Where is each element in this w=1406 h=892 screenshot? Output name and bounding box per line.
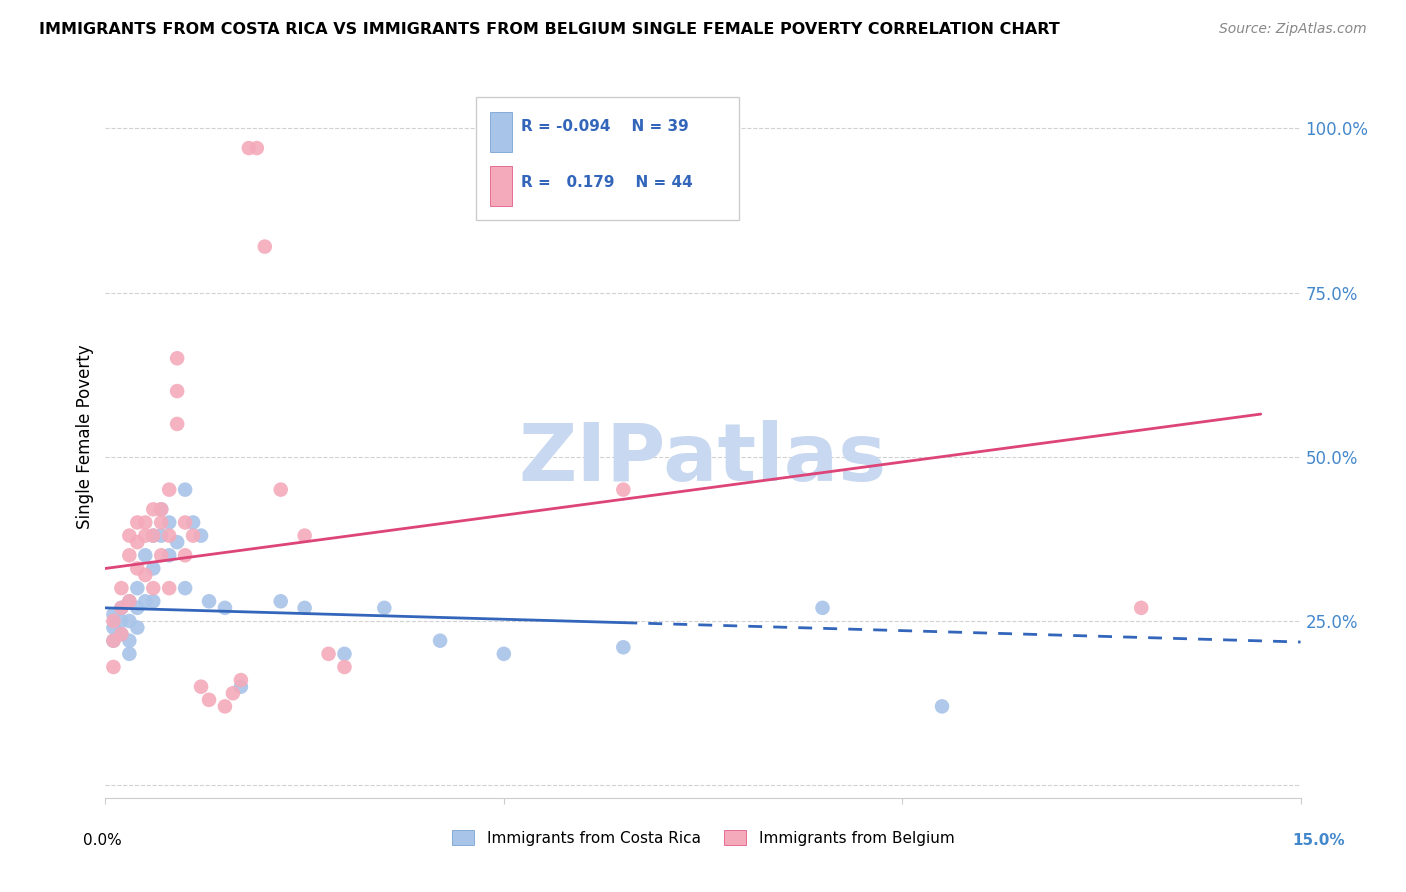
Point — [931, 699, 953, 714]
Point — [612, 640, 634, 655]
Text: IMMIGRANTS FROM COSTA RICA VS IMMIGRANTS FROM BELGIUM SINGLE FEMALE POVERTY CORR: IMMIGRANTS FROM COSTA RICA VS IMMIGRANTS… — [39, 22, 1060, 37]
Point — [270, 483, 292, 497]
Point — [110, 627, 132, 641]
Point — [103, 633, 125, 648]
Point — [174, 483, 197, 497]
Point — [157, 528, 180, 542]
Point — [1130, 600, 1153, 615]
Point — [157, 516, 180, 530]
Point — [118, 549, 141, 563]
FancyBboxPatch shape — [491, 112, 512, 152]
Point — [134, 568, 156, 582]
Point — [118, 528, 141, 542]
Point — [142, 502, 165, 516]
Text: R =   0.179    N = 44: R = 0.179 N = 44 — [522, 175, 693, 189]
Point — [127, 535, 149, 549]
Point — [190, 680, 212, 694]
Point — [127, 621, 149, 635]
Point — [127, 516, 149, 530]
Point — [190, 528, 212, 542]
Point — [110, 614, 132, 628]
Point — [166, 535, 188, 549]
Point — [174, 516, 197, 530]
Point — [181, 528, 204, 542]
Point — [150, 502, 173, 516]
Text: ZIPatlas: ZIPatlas — [519, 420, 887, 498]
Point — [118, 614, 141, 628]
Point — [429, 633, 451, 648]
Point — [134, 516, 156, 530]
Point — [246, 141, 269, 155]
Point — [166, 384, 188, 398]
Y-axis label: Single Female Poverty: Single Female Poverty — [76, 345, 94, 529]
Point — [110, 600, 132, 615]
Point — [103, 614, 125, 628]
Point — [166, 417, 188, 431]
Point — [103, 621, 125, 635]
Point — [110, 600, 132, 615]
Point — [214, 600, 236, 615]
Point — [157, 581, 180, 595]
Point — [118, 647, 141, 661]
Point — [103, 633, 125, 648]
Point — [150, 528, 173, 542]
Point — [270, 594, 292, 608]
Point — [198, 693, 221, 707]
Point — [110, 581, 132, 595]
Point — [229, 680, 252, 694]
Legend: Immigrants from Costa Rica, Immigrants from Belgium: Immigrants from Costa Rica, Immigrants f… — [446, 824, 960, 852]
Point — [150, 502, 173, 516]
Point — [142, 594, 165, 608]
Point — [222, 686, 245, 700]
Point — [174, 549, 197, 563]
Point — [174, 581, 197, 595]
Point — [373, 600, 395, 615]
Point — [103, 607, 125, 622]
Point — [612, 483, 634, 497]
Point — [142, 528, 165, 542]
Point — [157, 483, 180, 497]
Point — [142, 528, 165, 542]
Text: Source: ZipAtlas.com: Source: ZipAtlas.com — [1219, 22, 1367, 37]
Point — [333, 660, 356, 674]
FancyBboxPatch shape — [475, 97, 740, 220]
Point — [318, 647, 340, 661]
Point — [134, 594, 156, 608]
Point — [142, 561, 165, 575]
Point — [118, 633, 141, 648]
Point — [238, 141, 260, 155]
Point — [253, 239, 276, 253]
Point — [181, 516, 204, 530]
Point — [198, 594, 221, 608]
Text: R = -0.094    N = 39: R = -0.094 N = 39 — [522, 119, 689, 134]
Point — [134, 549, 156, 563]
Point — [134, 528, 156, 542]
Point — [127, 581, 149, 595]
Point — [103, 660, 125, 674]
Point — [333, 647, 356, 661]
Point — [127, 600, 149, 615]
Text: 15.0%: 15.0% — [1292, 833, 1346, 847]
Point — [811, 600, 834, 615]
Point — [294, 600, 316, 615]
Point — [166, 351, 188, 366]
Point — [150, 516, 173, 530]
Point — [118, 594, 141, 608]
Point — [142, 581, 165, 595]
FancyBboxPatch shape — [491, 166, 512, 206]
Point — [127, 561, 149, 575]
Point — [157, 549, 180, 563]
Point — [150, 549, 173, 563]
Text: 0.0%: 0.0% — [83, 833, 122, 847]
Point — [294, 528, 316, 542]
Point — [492, 647, 515, 661]
Point — [118, 594, 141, 608]
Point — [229, 673, 252, 687]
Point — [214, 699, 236, 714]
Point — [110, 627, 132, 641]
